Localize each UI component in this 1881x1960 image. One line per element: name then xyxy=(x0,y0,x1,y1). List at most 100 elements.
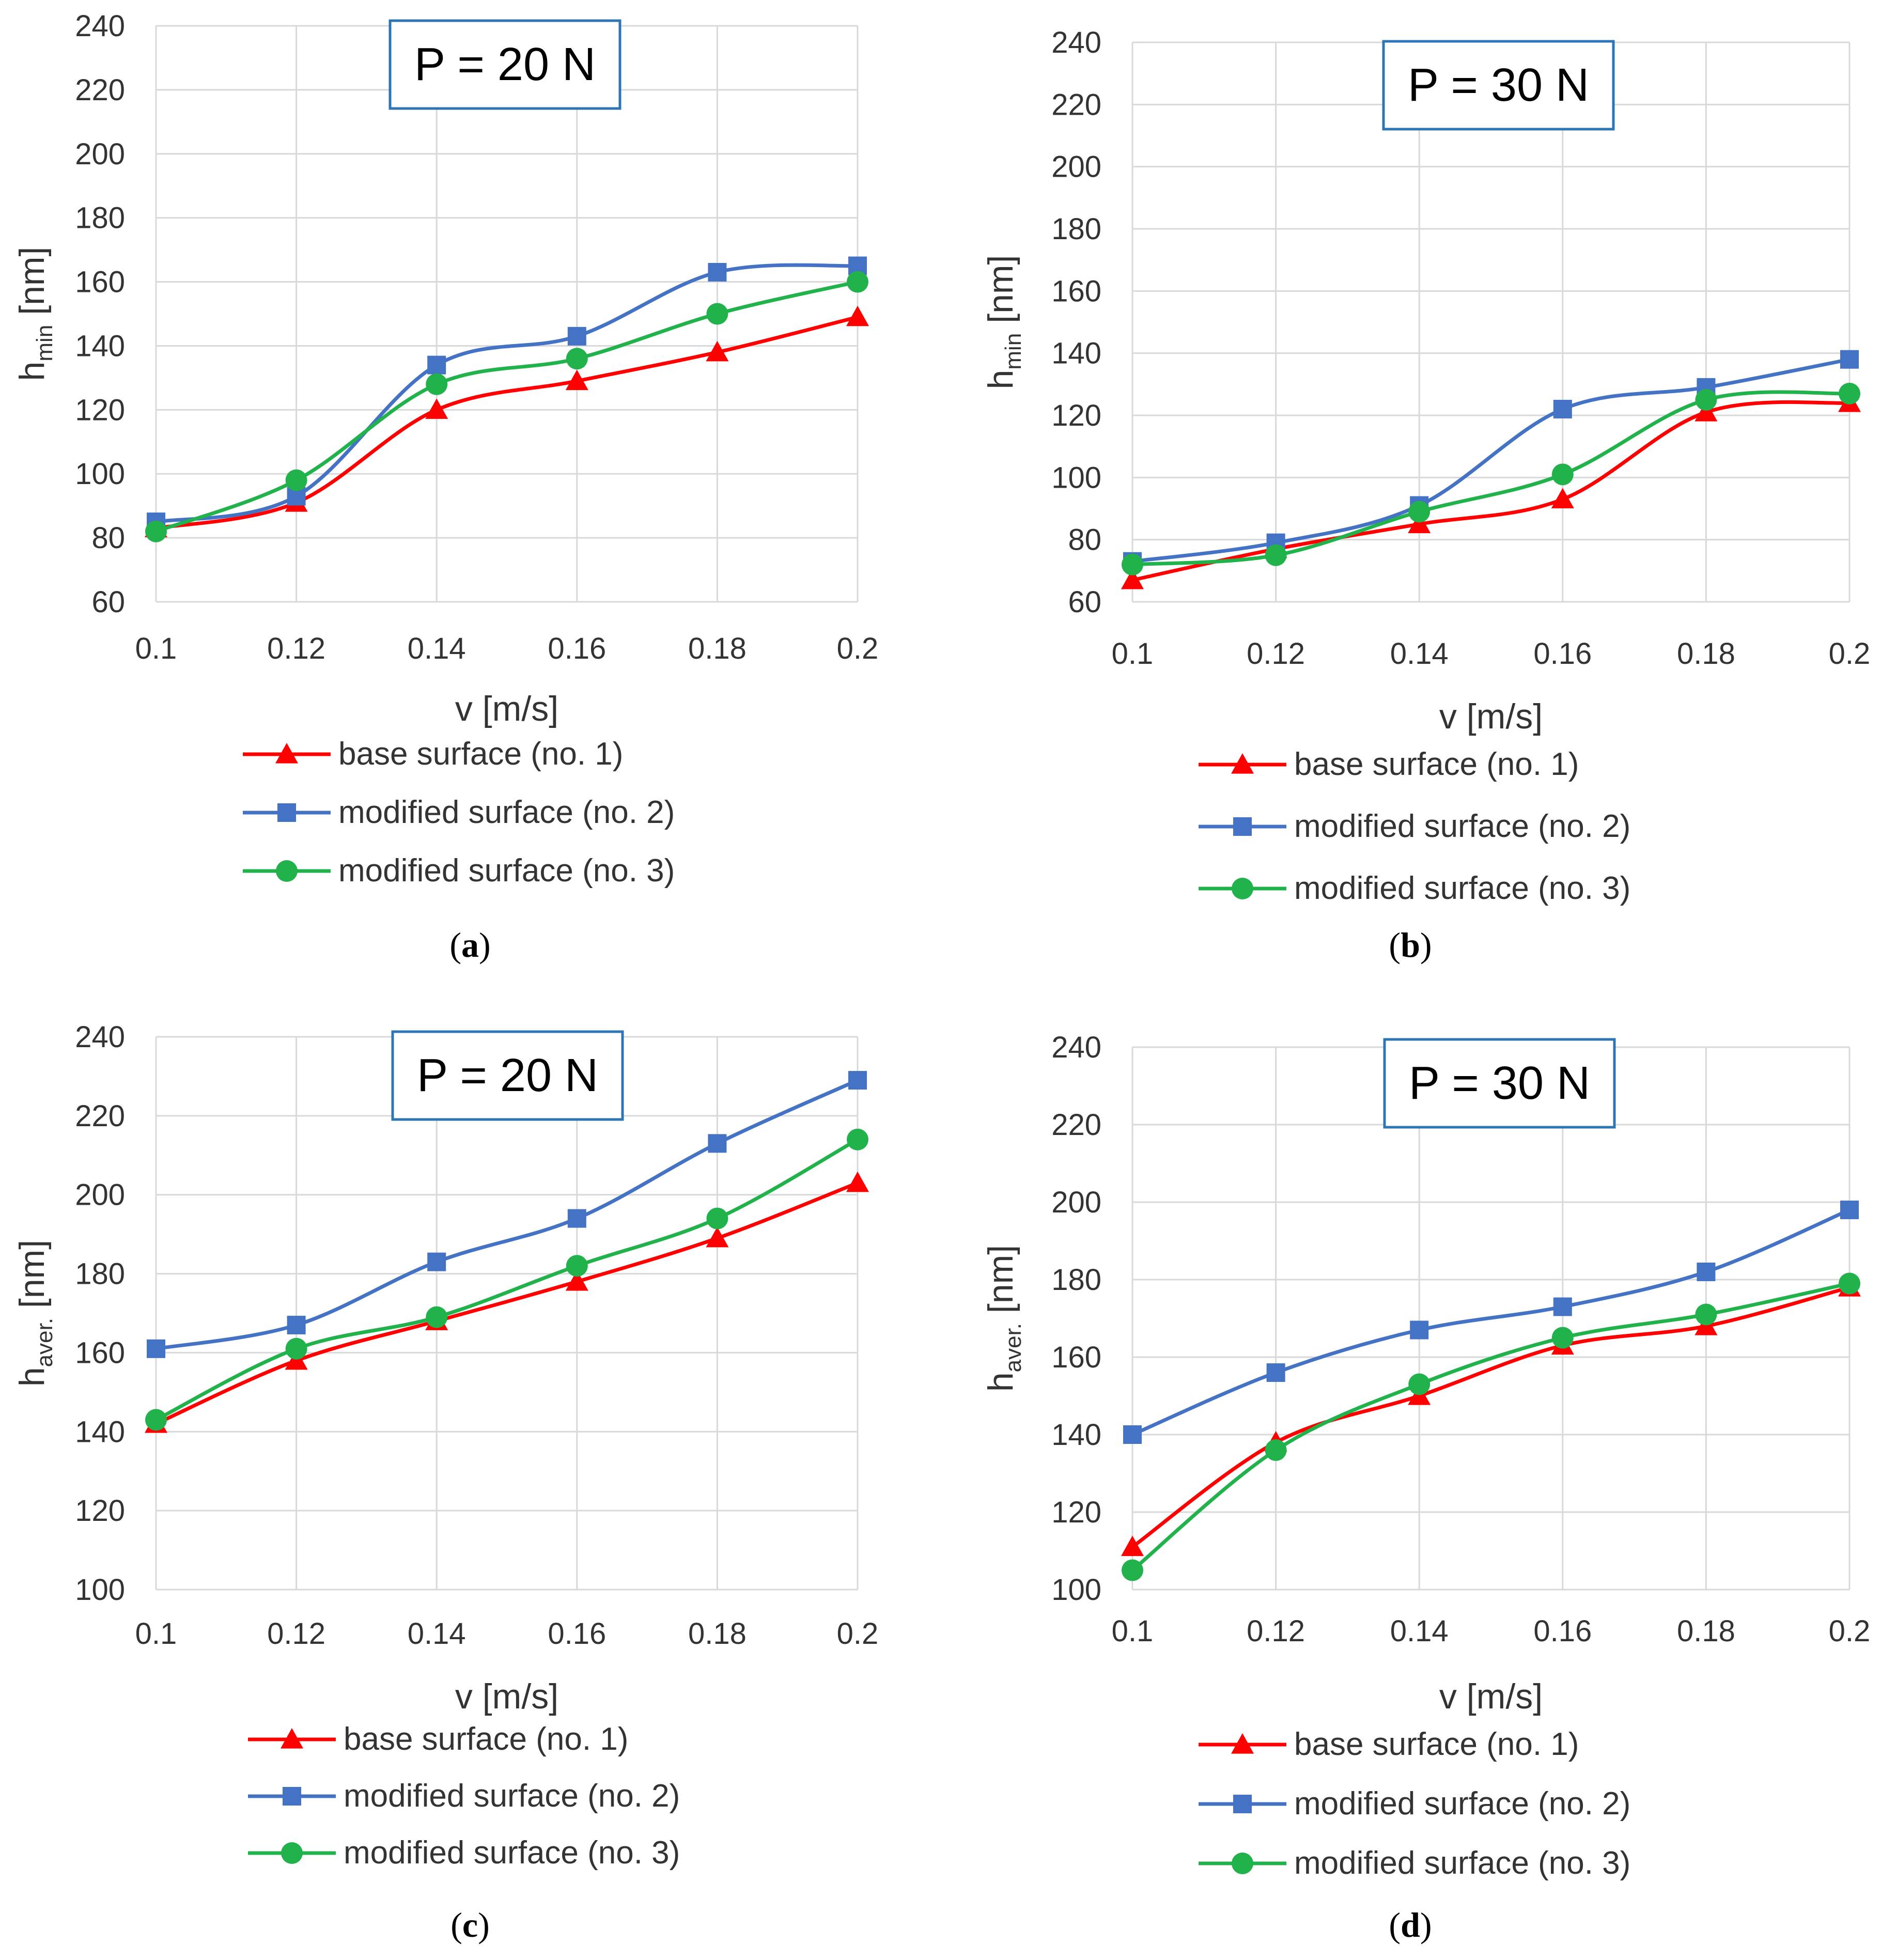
legend-marker xyxy=(1231,1733,1254,1754)
data-point xyxy=(1553,1297,1572,1316)
y-tick-label: 200 xyxy=(75,137,125,171)
legend-marker xyxy=(275,743,298,764)
data-point xyxy=(285,469,307,491)
y-tick-label: 180 xyxy=(75,1257,125,1291)
data-point xyxy=(1840,1201,1859,1219)
legend: base surface (no. 1) modified surface (no… xyxy=(1199,746,1630,906)
y-tick-label: 80 xyxy=(91,521,125,555)
x-tick-label: 0.16 xyxy=(548,1617,606,1651)
series-line xyxy=(155,280,858,534)
data-point xyxy=(706,1207,728,1230)
gridlines xyxy=(155,1036,859,1591)
y-tick-label: 100 xyxy=(75,1573,125,1607)
legend-label: modified surface (no. 2) xyxy=(344,1778,680,1814)
y-axis-label-unit: [nm] xyxy=(12,247,52,325)
x-tick-label: 0.14 xyxy=(1390,1614,1449,1648)
x-axis-label: v [m/s] xyxy=(455,1677,558,1716)
data-point xyxy=(1695,400,1718,422)
series-3 xyxy=(1122,382,1860,575)
x-tick-label: 0.18 xyxy=(1677,637,1735,671)
x-tick-label: 0.1 xyxy=(1112,637,1154,671)
chart-svg-c: 100 120 140 160 180 200 220 240 0.1 0.12 0.14 0.16 0… xyxy=(12,1020,878,1871)
data-point xyxy=(1265,1439,1287,1461)
data-point xyxy=(427,1252,446,1271)
y-tick-label: 140 xyxy=(75,329,125,363)
legend-marker xyxy=(276,860,298,882)
series-2 xyxy=(147,256,867,532)
y-tick-label: 180 xyxy=(1051,212,1101,246)
data-point xyxy=(1123,1425,1142,1444)
data-point xyxy=(425,398,448,419)
x-tick-label: 0.16 xyxy=(548,632,606,665)
chart-svg-a: 60 80 100 120 140 160 180 200 220 240 0.1 0.12 0.14 0… xyxy=(12,9,879,889)
y-axis-label-main: h xyxy=(12,362,52,381)
x-tick-label: 0.1 xyxy=(135,632,177,665)
x-tick-label: 0.2 xyxy=(837,632,879,665)
data-point xyxy=(1551,488,1574,509)
y-tick-label: 140 xyxy=(75,1415,125,1449)
y-tick-label: 220 xyxy=(1051,88,1101,121)
y-tick-label: 220 xyxy=(1051,1108,1101,1142)
chart-panel-a: 60 80 100 120 140 160 180 200 220 240 0.1 0.12 0.14 0… xyxy=(0,0,940,980)
legend: base surface (no. 1) modified surface (no… xyxy=(243,736,675,889)
legend-marker xyxy=(283,1787,301,1806)
chart-title-box xyxy=(1383,1038,1616,1129)
y-axis-label: haver. [nm] xyxy=(981,1245,1026,1392)
y-axis-label-unit: [nm] xyxy=(981,1245,1020,1323)
data-point xyxy=(566,1255,588,1277)
data-point xyxy=(1839,382,1860,405)
data-point xyxy=(426,1306,448,1328)
x-tick-label: 0.12 xyxy=(1247,637,1305,671)
legend-label: modified surface (no. 3) xyxy=(338,853,675,889)
data-point xyxy=(1839,1272,1860,1295)
chart-title: P = 20 N xyxy=(417,1050,598,1101)
gridlines xyxy=(1131,41,1851,603)
chart-title-box xyxy=(391,1030,624,1121)
data-point xyxy=(706,340,729,362)
y-tick-label: 140 xyxy=(1051,337,1101,370)
y-axis-label-subscript: aver. xyxy=(32,1318,57,1367)
y-tick-label: 100 xyxy=(75,457,125,491)
legend: base surface (no. 1) modified surface (no… xyxy=(1199,1726,1630,1881)
data-point xyxy=(287,1315,306,1334)
x-tick-label: 0.14 xyxy=(1390,637,1449,671)
series-2 xyxy=(147,1071,867,1358)
y-axis-label-unit: [nm] xyxy=(981,255,1020,333)
data-point xyxy=(1122,1559,1143,1581)
y-tick-label: 160 xyxy=(1051,1341,1101,1374)
series-2 xyxy=(1123,350,1859,571)
y-tick-label: 240 xyxy=(1051,26,1101,59)
legend-marker xyxy=(1233,817,1252,836)
legend-label: base surface (no. 1) xyxy=(1294,1726,1579,1762)
x-tick-label: 0.14 xyxy=(408,632,466,665)
chart-title: P = 30 N xyxy=(1408,59,1589,111)
legend-label: modified surface (no. 2) xyxy=(338,795,675,830)
y-axis-label-main: h xyxy=(981,1372,1020,1392)
y-tick-label: 120 xyxy=(1051,1496,1101,1529)
data-point xyxy=(145,520,167,542)
data-point xyxy=(1840,350,1859,369)
y-axis-label-unit: [nm] xyxy=(12,1240,52,1318)
y-tick-label: 100 xyxy=(1051,461,1101,494)
y-tick-label: 140 xyxy=(1051,1418,1101,1452)
data-point xyxy=(1408,1373,1431,1395)
x-axis-label: v [m/s] xyxy=(455,689,558,728)
data-point xyxy=(1551,463,1574,486)
panel-caption-d: (d) xyxy=(1389,1905,1432,1945)
x-tick-label: 0.12 xyxy=(267,1617,325,1651)
legend-label: base surface (no. 1) xyxy=(344,1721,628,1757)
legend-marker xyxy=(1232,1853,1253,1874)
y-tick-label: 160 xyxy=(75,266,125,299)
series-1 xyxy=(145,305,869,538)
legend-label: base surface (no. 1) xyxy=(1294,746,1579,782)
legend-label: base surface (no. 1) xyxy=(338,736,623,772)
x-tick-label: 0.14 xyxy=(408,1617,466,1651)
series-line xyxy=(1131,1208,1851,1437)
data-point xyxy=(147,1339,165,1358)
series-line xyxy=(155,1138,859,1422)
series-line xyxy=(156,263,858,524)
panel-caption-c: (c) xyxy=(450,1905,490,1945)
data-point xyxy=(1553,399,1572,418)
legend: base surface (no. 1) modified surface (no… xyxy=(248,1721,680,1871)
x-tick-label: 0.12 xyxy=(1247,1614,1305,1648)
